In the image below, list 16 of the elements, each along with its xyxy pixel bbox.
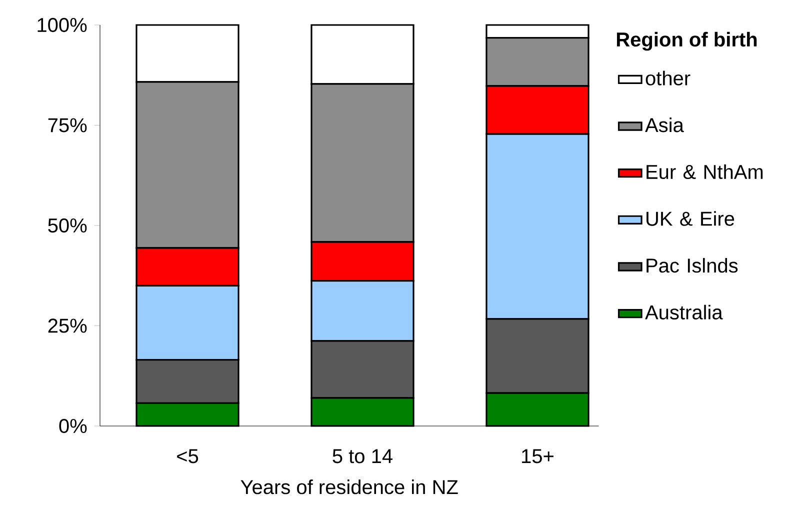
x-tick-label: 5 to 14 xyxy=(332,449,392,464)
x-axis-title: Years of residence in NZ xyxy=(240,479,458,494)
legend-label: Eur & NthAm xyxy=(646,164,763,180)
legend-label: Asia xyxy=(645,118,684,132)
legend-title: Region of birth xyxy=(616,32,757,51)
y-tick-label: 75% xyxy=(48,118,87,132)
legend-label: UK & Eire xyxy=(646,211,734,226)
y-tick-label: 100% xyxy=(38,18,87,32)
legend-label: other xyxy=(646,70,690,86)
y-tick-label: 25% xyxy=(48,318,87,333)
y-tick-label: 0% xyxy=(59,418,87,434)
legend-label: Pac Islnds xyxy=(646,258,738,273)
x-tick-label: <5 xyxy=(177,449,198,464)
legend-label: Australia xyxy=(645,304,723,320)
x-tick-label: 15+ xyxy=(522,449,554,464)
y-tick-label: 50% xyxy=(48,218,87,233)
